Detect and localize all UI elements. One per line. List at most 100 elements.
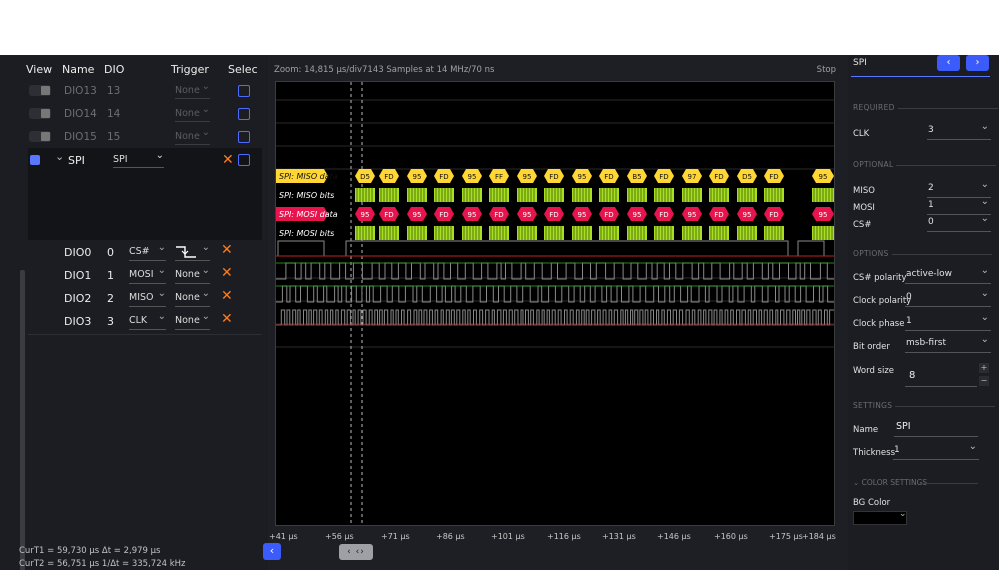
mosi-byte bbox=[682, 207, 702, 221]
section-options: OPTIONS bbox=[853, 249, 991, 258]
clock-polarity-select[interactable]: 0 bbox=[905, 288, 991, 307]
remove-icon[interactable]: ✕ bbox=[221, 242, 233, 258]
clk-trace bbox=[276, 309, 834, 326]
stop-button[interactable]: Stop bbox=[816, 65, 836, 75]
mosi-byte bbox=[812, 207, 834, 221]
lane-label-bg bbox=[276, 207, 328, 221]
time-tick: +160 μs bbox=[714, 532, 748, 541]
channel-row-dio14: DIO14 14 None bbox=[0, 103, 268, 126]
thickness-select[interactable]: 1 bbox=[893, 441, 979, 460]
spi-row: ⌄ SPI SPI ✕ bbox=[0, 149, 268, 172]
spi-name: SPI bbox=[68, 154, 85, 167]
cs-label: CS# bbox=[853, 220, 872, 230]
miso-byte-label: 95 bbox=[819, 173, 828, 181]
increment-button[interactable]: + bbox=[979, 363, 989, 373]
col-dio: DIO bbox=[104, 63, 125, 76]
color-settings-label: COLOR SETTINGS bbox=[861, 478, 928, 487]
cs-select[interactable]: 0 bbox=[927, 213, 991, 232]
lane-label-bg bbox=[276, 169, 328, 183]
bit-order-label: Bit order bbox=[853, 342, 890, 352]
spi-color-swatch[interactable] bbox=[30, 155, 40, 165]
mosi-byte-label: FD bbox=[439, 211, 448, 219]
cs-polarity-select[interactable]: active-low bbox=[905, 265, 991, 284]
remove-icon[interactable]: ✕ bbox=[221, 265, 233, 281]
trigger-select[interactable]: None bbox=[175, 127, 210, 145]
trigger-select[interactable]: None bbox=[175, 81, 210, 99]
trigger-select[interactable]: None bbox=[175, 311, 210, 330]
clock-polarity-label: Clock polarity bbox=[853, 296, 912, 306]
select-checkbox[interactable] bbox=[238, 154, 250, 166]
signal-select[interactable]: CLK bbox=[129, 311, 166, 330]
bg-color-select[interactable] bbox=[853, 511, 907, 525]
miso-byte-label: FD bbox=[549, 173, 558, 181]
trigger-select[interactable] bbox=[175, 242, 210, 261]
remove-icon[interactable]: ✕ bbox=[221, 288, 233, 304]
protocol-select[interactable]: SPI bbox=[113, 150, 164, 168]
falling-edge-icon bbox=[176, 246, 196, 258]
name-input[interactable]: SPI bbox=[894, 421, 978, 437]
remove-icon[interactable]: ✕ bbox=[221, 311, 233, 327]
signal-select[interactable]: CS# bbox=[129, 242, 166, 261]
scrollbar[interactable] bbox=[20, 270, 25, 570]
channel-row-dio3: DIO3 3 CLK None ✕ bbox=[0, 310, 268, 333]
select-checkbox[interactable] bbox=[238, 108, 250, 120]
bit-order-select[interactable]: msb-first bbox=[905, 334, 991, 353]
miso-byte bbox=[434, 169, 454, 183]
mosi-select[interactable]: 1 bbox=[927, 196, 991, 215]
mosi-byte-label: 95 bbox=[819, 211, 828, 219]
mosi-byte bbox=[517, 207, 537, 221]
mosi-byte-label: 95 bbox=[361, 211, 370, 219]
decrement-button[interactable]: − bbox=[979, 376, 989, 386]
time-tick: +131 μs bbox=[602, 532, 636, 541]
word-size-input[interactable]: 8 bbox=[905, 367, 977, 387]
channel-dio: 1 bbox=[107, 269, 114, 282]
clk-select[interactable]: 3 bbox=[927, 121, 991, 140]
miso-select[interactable]: 2 bbox=[927, 179, 991, 198]
view-toggle[interactable] bbox=[29, 108, 51, 119]
miso-byte-label: 95 bbox=[413, 173, 422, 181]
miso-byte-label: 95 bbox=[578, 173, 587, 181]
channel-name: DIO3 bbox=[64, 315, 92, 328]
miso-byte-label: FF bbox=[495, 173, 503, 181]
pan-control[interactable]: ‹ ‹› bbox=[339, 544, 373, 560]
trigger-select[interactable]: None bbox=[175, 265, 210, 284]
channel-dio: 3 bbox=[107, 315, 114, 328]
mosi-byte bbox=[709, 207, 729, 221]
miso-byte bbox=[407, 169, 427, 183]
mosi-byte-label: FD bbox=[714, 211, 723, 219]
channel-dio: 0 bbox=[107, 246, 114, 259]
trigger-select[interactable]: None bbox=[175, 288, 210, 307]
section-optional: OPTIONAL bbox=[853, 160, 999, 169]
mosi-byte-label: 95 bbox=[743, 211, 752, 219]
scroll-left-button[interactable]: ‹ bbox=[263, 543, 281, 560]
remove-spi-icon[interactable]: ✕ bbox=[222, 152, 234, 168]
select-checkbox[interactable] bbox=[238, 85, 250, 97]
signal-select[interactable]: MISO bbox=[129, 288, 166, 307]
clock-phase-select[interactable]: 1 bbox=[905, 312, 991, 331]
chevron-down-icon[interactable]: ⌄ bbox=[55, 150, 65, 163]
next-decoder-button[interactable]: › bbox=[966, 55, 989, 71]
channel-row-dio0: DIO0 0 CS# ✕ bbox=[0, 241, 268, 264]
mosi-byte-label: 95 bbox=[633, 211, 642, 219]
miso-trace bbox=[276, 285, 834, 303]
cursor1-text: CurT1 = 59,730 μs Δt = 2,979 μs bbox=[19, 546, 161, 556]
name-label: Name bbox=[853, 425, 879, 435]
trigger-select[interactable]: None bbox=[175, 104, 210, 122]
time-axis: +41 μs +56 μs +71 μs +86 μs +101 μs +116 μs +1… bbox=[268, 532, 848, 546]
mosi-byte bbox=[355, 207, 375, 221]
miso-byte bbox=[544, 169, 564, 183]
view-toggle[interactable] bbox=[29, 85, 51, 96]
waveform-plot[interactable]: SPI: MISO data SPI: MISO bits SPI: MOSI da… bbox=[275, 81, 835, 526]
view-toggle[interactable] bbox=[29, 131, 51, 142]
select-checkbox[interactable] bbox=[238, 131, 250, 143]
color-settings-toggle[interactable]: ⌄ COLOR SETTINGS bbox=[853, 478, 927, 487]
color-settings-divider bbox=[920, 483, 978, 484]
signal-select[interactable]: MOSI bbox=[129, 265, 166, 284]
miso-byte-label: FD bbox=[439, 173, 448, 181]
lane-label: SPI: MOSI data bbox=[279, 210, 338, 219]
waveform-canvas: SPI: MISO data SPI: MISO bits SPI: MOSI da… bbox=[276, 82, 834, 525]
prev-decoder-button[interactable]: ‹ bbox=[937, 55, 960, 71]
lane-label: SPI: MISO bits bbox=[279, 191, 334, 200]
clock-phase-label: Clock phase bbox=[853, 319, 905, 329]
waveform-view: Zoom: 14,815 μs/div7143 Samples at 14 MH… bbox=[263, 55, 848, 570]
